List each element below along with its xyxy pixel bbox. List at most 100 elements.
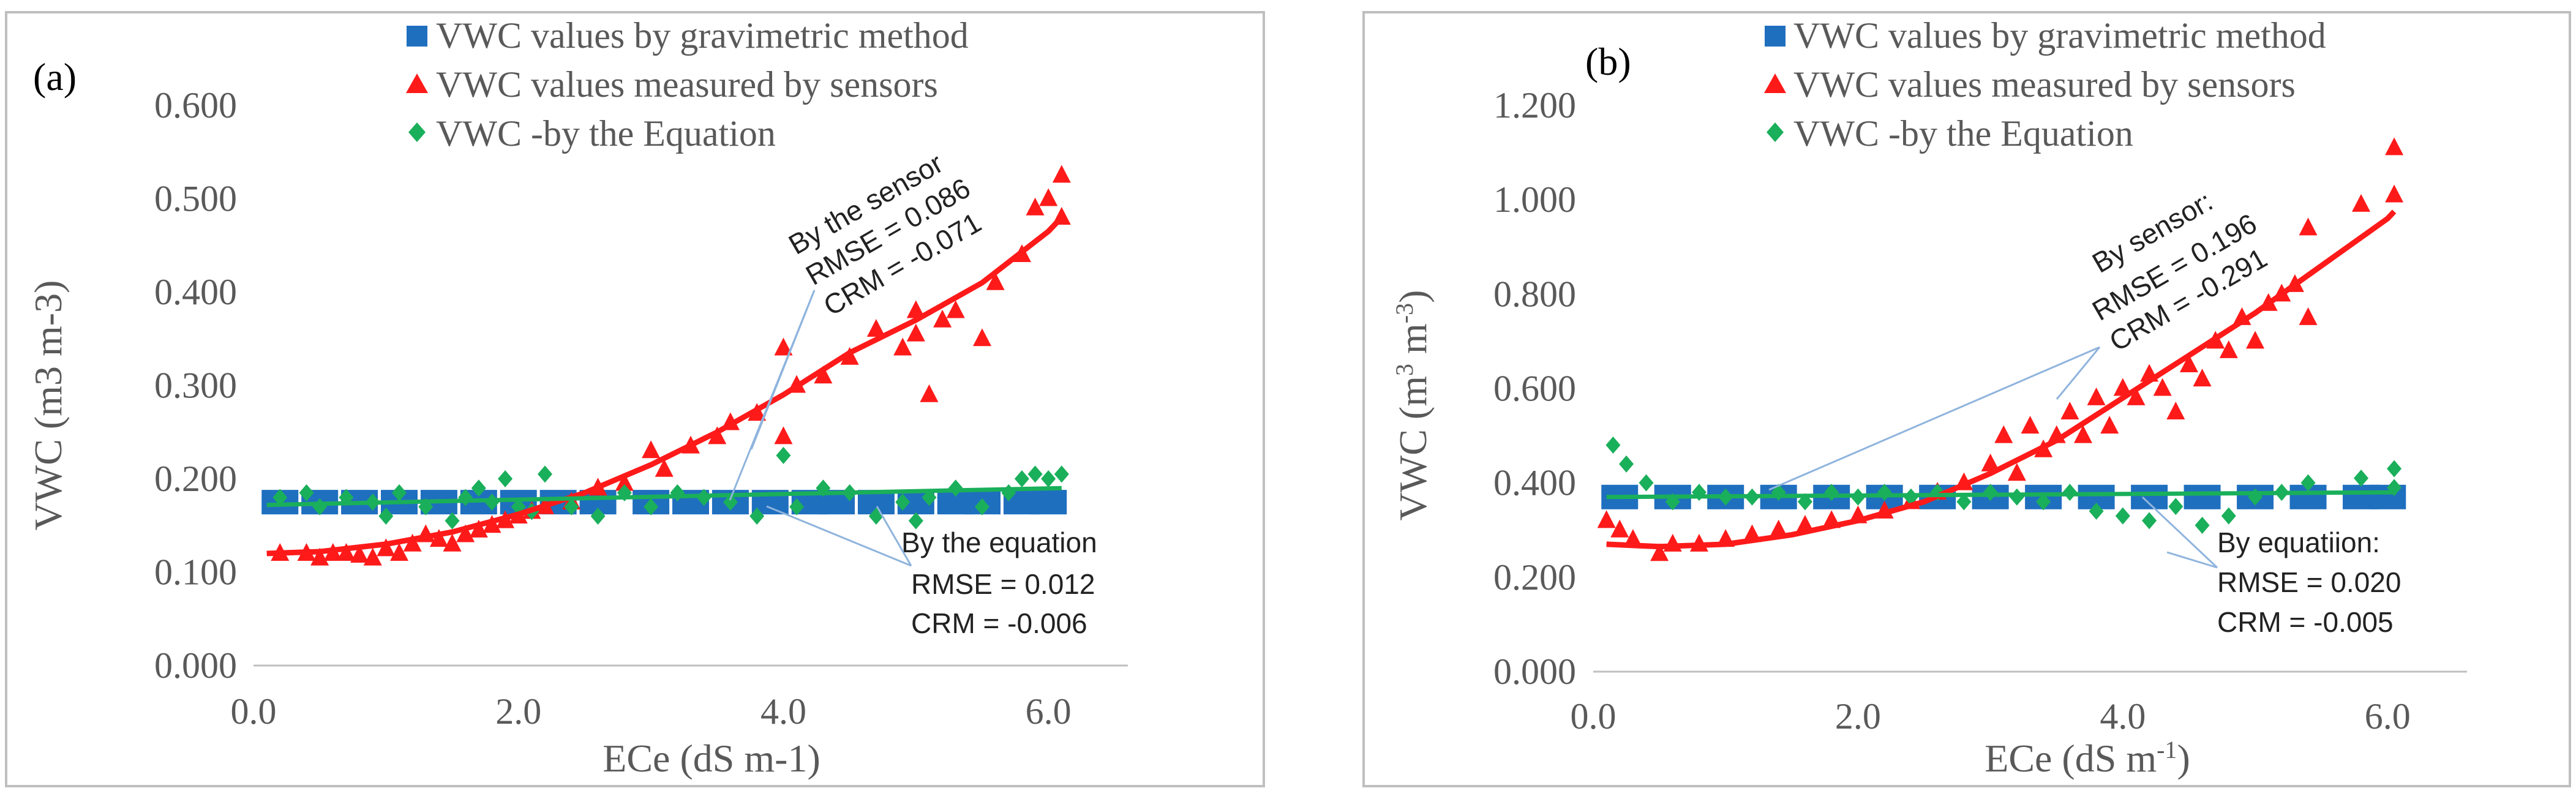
sensor-point — [310, 547, 329, 566]
sensor-point — [2193, 369, 2212, 387]
equation-point — [1054, 465, 1069, 483]
sensor-point — [429, 529, 448, 547]
sensor-point — [774, 337, 793, 356]
equation-point — [392, 484, 407, 501]
leader-line-sensor-2 — [750, 290, 816, 450]
panel-label-b: (b) — [1585, 40, 1631, 83]
x-tick-label: 2.0 — [1835, 696, 1881, 737]
sensor-point — [469, 519, 488, 538]
annotation-equation-rmse: RMSE = 0.020 — [2217, 566, 2401, 598]
sensor-point — [2385, 137, 2404, 156]
legend-label-equation: VWC -by the Equation — [1793, 113, 2133, 154]
sensor-point — [350, 545, 369, 563]
sensor-point — [1994, 425, 2013, 443]
axes-a: 0.000 0.100 0.200 0.300 0.400 0.500 0.600 0.0 2.… — [154, 85, 1128, 732]
sensor-point — [403, 533, 422, 552]
legend-marker-gravimetric — [1765, 26, 1786, 47]
sensor-point — [2007, 463, 2026, 481]
y-tick-label: 0.200 — [1493, 557, 1576, 598]
y-tick-label: 0.400 — [154, 272, 237, 312]
y-tick-label: 0.500 — [154, 179, 237, 219]
equation-point — [895, 493, 911, 511]
sensor-point — [2127, 387, 2146, 405]
leader-line-equation-2 — [2166, 551, 2218, 569]
equation-point — [1619, 455, 1634, 473]
chart-b-svg: (b) VWC values by gravimetric method VWC… — [1391, 15, 2467, 780]
legend-b: VWC values by gravimetric method VWC val… — [1764, 15, 2326, 154]
equation-point — [378, 508, 394, 525]
sensor-point — [2073, 425, 2092, 443]
sensor-point — [2385, 184, 2404, 203]
leader-line-equation-2 — [876, 506, 912, 566]
y-tick-label: 0.600 — [1493, 369, 1576, 409]
equation-point — [471, 479, 486, 497]
x-tick-label: 0.0 — [1571, 696, 1617, 737]
y-tick-label: 0.000 — [154, 645, 237, 686]
sensor-point — [377, 538, 396, 557]
equation-point — [2036, 493, 2051, 511]
legend-label-equation: VWC -by the Equation — [436, 113, 776, 154]
equation-point — [1041, 470, 1056, 487]
annotations-b: By sensor: RMSE = 0.196 CRM = -0.291 By … — [1768, 185, 2401, 638]
annotation-equation-title: By the equation — [901, 527, 1097, 558]
legend-marker-sensor — [1764, 73, 1786, 93]
sensor-point — [946, 300, 965, 318]
equation-point — [2300, 474, 2316, 492]
equation-point — [2221, 507, 2236, 525]
y-tick-label: 1.000 — [1493, 179, 1576, 220]
sensor-point — [920, 384, 939, 402]
chart-a-svg: (a) VWC values by gravimetric method VWC… — [26, 15, 1128, 780]
legend-label-sensor: VWC values measured by sensors — [436, 64, 938, 105]
equation-trend-line — [266, 486, 1062, 508]
equation-point — [2089, 502, 2104, 520]
sensor-point — [2166, 402, 2185, 420]
sensor-point — [615, 473, 634, 491]
equation-trend-line — [1606, 490, 2395, 500]
x-tick-label: 4.0 — [760, 691, 806, 732]
panel-label-a: (a) — [33, 55, 77, 99]
y-tick-label: 0.300 — [154, 366, 237, 406]
sensor-point — [933, 309, 952, 328]
sensor-point — [363, 547, 382, 566]
equation-point — [644, 498, 659, 516]
equation-point — [2142, 512, 2157, 530]
sensor-point — [2087, 387, 2106, 405]
sensor-point — [443, 533, 462, 552]
equation-point — [1956, 493, 1972, 511]
leader-line-equation-1 — [2141, 496, 2218, 569]
sensor-point — [2113, 378, 2132, 396]
equation-point — [1605, 437, 1621, 454]
annotation-equation-title: By equatiion: — [2217, 527, 2380, 558]
sensor-point — [893, 337, 912, 356]
x-axis-label-b: ECe (dS m-1) — [1985, 736, 2190, 780]
sensor-point — [906, 300, 925, 318]
equation-point — [445, 512, 460, 530]
annotation-equation-rmse: RMSE = 0.012 — [911, 568, 1095, 600]
legend-marker-gravimetric — [407, 26, 427, 47]
legend-marker-sensor — [406, 73, 428, 93]
sensor-point — [1052, 165, 1071, 183]
equation-point — [2195, 517, 2210, 535]
sensor-point — [2219, 340, 2238, 358]
legend-label-gravimetric: VWC values by gravimetric method — [1793, 15, 2326, 56]
sensor-point — [906, 323, 925, 342]
leader-line-equation-1 — [766, 505, 912, 567]
equation-point — [2115, 507, 2130, 525]
y-tick-label: 0.000 — [1493, 651, 1576, 692]
equation-point — [498, 470, 513, 487]
x-tick-label: 0.0 — [231, 691, 277, 732]
chart-panel-b: (b) VWC values by gravimetric method VWC… — [1362, 11, 2571, 787]
sensor-point — [2179, 354, 2198, 372]
sensor-point — [655, 459, 674, 477]
sensor-point — [456, 524, 475, 542]
sensor-point — [1610, 519, 1629, 538]
equation-point — [564, 498, 579, 516]
y-axis-label-b: VWC (m3 m-3) — [1391, 290, 1435, 521]
x-axis-label-a: ECe (dS m-1) — [603, 737, 820, 780]
legend-marker-equation — [1767, 122, 1784, 142]
sensor-point — [1026, 197, 1045, 216]
equation-point — [975, 498, 989, 516]
x-tick-label: 2.0 — [495, 691, 541, 732]
annotation-equation-crm: CRM = -0.005 — [2217, 606, 2394, 638]
sensor-point — [1623, 529, 1642, 547]
